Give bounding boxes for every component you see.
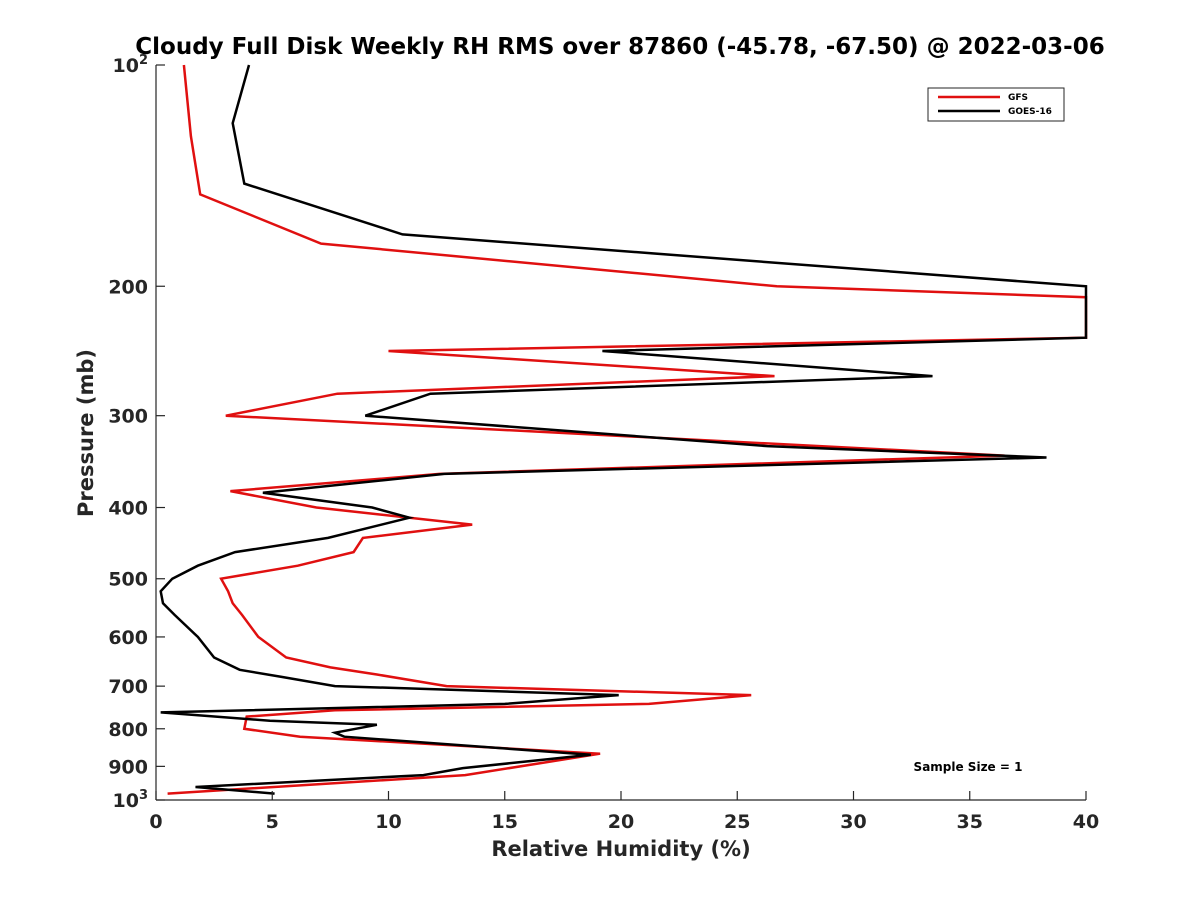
x-tick-label: 40 — [1073, 811, 1099, 833]
y-tick-label: 500 — [108, 569, 148, 591]
y-tick-label: 600 — [108, 627, 148, 649]
x-tick-label: 35 — [957, 811, 983, 833]
legend-box — [927, 87, 1065, 122]
legend-label: GOES-16 — [1008, 107, 1052, 117]
chart-title: Cloudy Full Disk Weekly RH RMS over 8786… — [135, 34, 1104, 60]
x-tick-label: 10 — [375, 811, 401, 833]
y-tick-label: 900 — [108, 756, 148, 778]
y-axis-label: Pressure (mb) — [74, 349, 98, 517]
series-line-gfs — [167, 64, 1088, 795]
ticks-layer: 0 5 10 15 20 25 30 35 40 102 200 300 400 500 600 700 800… — [108, 53, 1099, 833]
x-axis-label: Relative Humidity (%) — [491, 837, 750, 861]
y-tick-label: 200 — [108, 276, 148, 298]
x-tick-label: 5 — [266, 811, 279, 833]
series-layer — [159, 64, 1088, 795]
y-tick-label: 102 — [113, 53, 149, 77]
x-tick-label: 15 — [492, 811, 518, 833]
x-tick-label: 25 — [724, 811, 750, 833]
x-tick-label: 30 — [840, 811, 866, 833]
y-tick-label: 800 — [108, 719, 148, 741]
y-tick-label: 700 — [108, 676, 148, 698]
legend: GFS GOES-16 — [927, 87, 1065, 122]
axes-layer — [155, 65, 1086, 801]
x-tick-label: 0 — [149, 811, 162, 833]
y-tick-label: 400 — [108, 498, 148, 520]
y-tick-label: 103 — [113, 788, 149, 812]
legend-label: GFS — [1008, 93, 1028, 103]
series-line-goes-16 — [159, 64, 1088, 795]
x-tick-label: 20 — [608, 811, 634, 833]
sample-size-note: Sample Size = 1 — [914, 760, 1023, 774]
y-tick-label: 300 — [108, 406, 148, 428]
